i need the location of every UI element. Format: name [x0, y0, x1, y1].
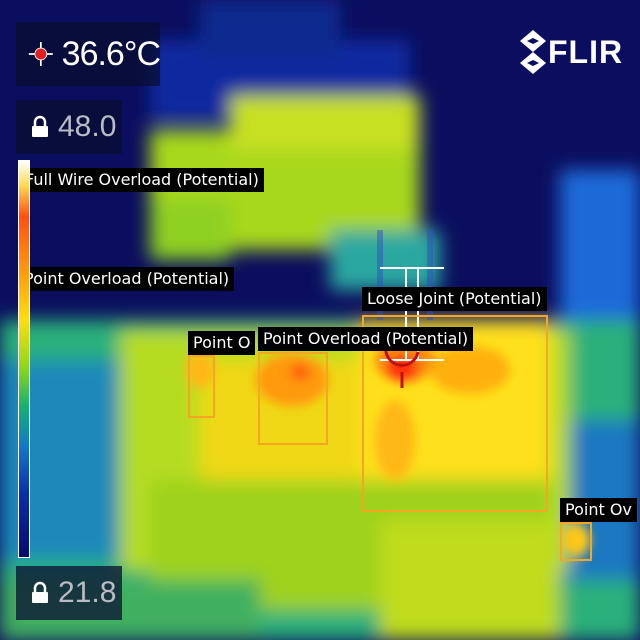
scale-max-value: 48.0 [58, 110, 117, 143]
spot-temperature-value: 36.6°C [61, 34, 161, 73]
temperature-scale-bar [18, 160, 30, 558]
detection-label-point-overload-left: Point Overload (Potential) [19, 267, 235, 291]
flir-logo: FLIR [520, 30, 623, 74]
detection-box-point-ov[interactable] [560, 522, 592, 561]
lock-icon [32, 581, 48, 603]
flir-logo-icon [520, 30, 546, 74]
detection-label-point-ov: Point Ov [560, 498, 637, 522]
detection-label-point-o: Point O [188, 331, 256, 355]
scale-min-readout[interactable]: 21.8 [16, 566, 122, 620]
detection-label-point-overload-mid: Point Overload (Potential) [258, 327, 474, 351]
detection-label-full-wire: Full Wire Overload (Potential) [20, 168, 264, 192]
crosshair-icon [28, 42, 53, 66]
detection-box-point-overload-mid[interactable] [258, 352, 328, 445]
detection-label-loose-joint: Loose Joint (Potential) [362, 287, 547, 311]
spot-temperature-readout: 36.6°C [16, 22, 161, 86]
scale-min-value: 21.8 [58, 576, 117, 609]
detection-box-point-o[interactable] [188, 355, 215, 418]
lock-icon [32, 115, 48, 137]
scale-max-readout[interactable]: 48.0 [16, 100, 122, 154]
brand-name: FLIR [548, 33, 624, 70]
detection-box-loose-joint[interactable] [362, 315, 548, 512]
